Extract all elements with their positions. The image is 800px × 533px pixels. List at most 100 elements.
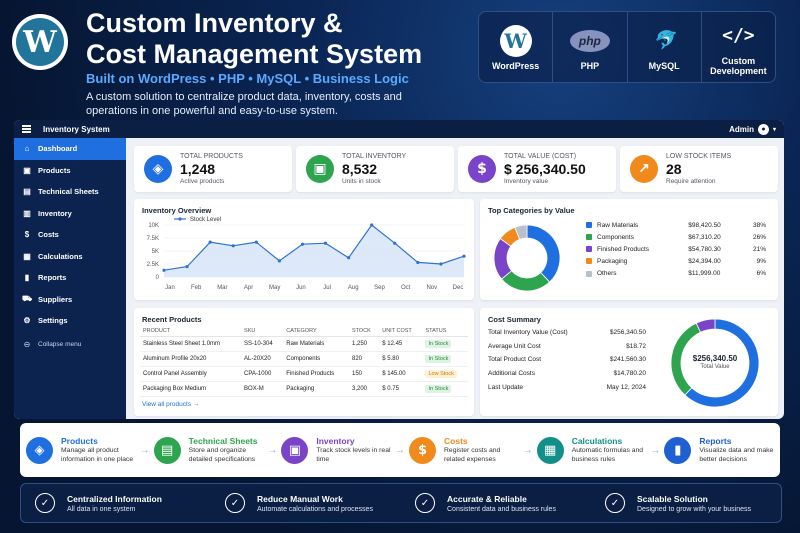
stat-value: 1,248 — [180, 161, 216, 177]
view-all-link[interactable]: View all products → — [142, 401, 200, 408]
legend-label: Components — [597, 233, 634, 241]
cost-row: Average Unit Cost $18.72 — [488, 340, 646, 354]
card-title: Recent Products — [142, 315, 202, 324]
table-row[interactable]: Packaging Box Medium BOX-M Packaging 3,200 $… — [140, 381, 468, 397]
wordpress-logo: W — [12, 14, 68, 70]
x-tick-label: Nov — [426, 285, 437, 291]
sidebar-item-technical-sheets[interactable]: ▤ Technical Sheets — [14, 181, 126, 203]
data-point — [462, 254, 466, 258]
cost-label: Total Product Cost — [488, 356, 542, 364]
table-row[interactable]: Aluminum Profile 20x20 AL-20X20 Components… — [140, 351, 468, 367]
donut-label: Total Value — [700, 364, 730, 370]
module-reports[interactable]: ▮ Reports Visualize data and make better d… — [664, 436, 774, 464]
donut-slice — [526, 224, 561, 283]
sidebar-item-label: Costs — [38, 230, 59, 240]
report-icon: ▮ — [24, 273, 30, 283]
stat-card: ◈ TOTAL PRODUCTS 1,248 Active products — [134, 146, 292, 192]
table-row[interactable]: Stainless Steel Sheet 1.0mm SS-10-304 Raw … — [140, 336, 468, 352]
legend-label: Packaging — [597, 258, 628, 266]
hero-subtitle: Built on WordPress • PHP • MySQL • Busin… — [86, 71, 409, 86]
sidebar-item-label: Dashboard — [38, 144, 78, 154]
module-title: Inventory — [316, 436, 355, 446]
sidebar-item-settings[interactable]: ⚙ Settings — [14, 310, 126, 332]
legend-swatch — [586, 270, 592, 277]
benefits-banner: ✓ Centralized Information All data in one … — [20, 483, 782, 523]
chevron-down-icon: ▾ — [772, 126, 776, 133]
x-tick-label: Apr — [244, 285, 253, 291]
legend-swatch — [586, 221, 592, 228]
status-badge: Low Stock — [425, 370, 457, 378]
sidebar-item-inventory[interactable]: ▥ Inventory — [14, 203, 126, 225]
benefit-item: ✓ Reduce Manual Work Automate calculations… — [211, 493, 401, 513]
stat-value: $ 256,340.50 — [504, 161, 586, 177]
data-point — [254, 240, 258, 244]
product-sku: BOX-M — [241, 381, 284, 397]
arrow-right-icon: → — [650, 444, 661, 456]
sidebar-item-dashboard[interactable]: ⌂ Dashboard — [14, 138, 126, 160]
module-calculations[interactable]: ▦ Calculations Automatic formulas and busi… — [536, 436, 647, 464]
collapse-label: Collapse menu — [38, 340, 82, 348]
module-title: Calculations — [571, 436, 623, 446]
user-menu[interactable]: Admin ● ▾ — [729, 123, 776, 135]
legend-label: Finished Products — [597, 245, 650, 253]
product-name: Control Panel Assembly — [140, 366, 242, 382]
sidebar-item-label: Settings — [38, 316, 68, 326]
module-technical-sheets[interactable]: ▤ Technical Sheets Store and organize deta… — [153, 436, 264, 464]
sidebar-item-label: Calculations — [38, 251, 83, 261]
sidebar-item-label: Technical Sheets — [38, 187, 99, 197]
status-badge: In Stock — [425, 385, 452, 393]
sidebar-item-calculations[interactable]: ▦ Calculations — [14, 246, 126, 268]
category-legend: Raw Materials $98,420.50 38% Components $67,… — [584, 219, 768, 280]
stat-card: ↗ LOW STOCK ITEMS 28 Require attention — [620, 146, 778, 192]
dollar-icon: $ — [468, 155, 496, 183]
collapse-menu-button[interactable]: ⊖ Collapse menu — [14, 334, 126, 356]
donut-slice — [514, 224, 528, 240]
app-window: Inventory System Admin ● ▾ ⌂ Dashboard ▣ Prod… — [14, 120, 784, 419]
hero-description: A custom solution to centralize product … — [86, 91, 402, 117]
module-inventory[interactable]: ▣ Inventory Track stock levels in real tim… — [281, 436, 391, 464]
sidebar-item-reports[interactable]: ▮ Reports — [14, 267, 126, 289]
benefit-title: Centralized Information — [67, 493, 162, 504]
hero-title-line2: Cost Management System — [86, 39, 423, 69]
cost-label: Additional Costs — [488, 370, 535, 378]
data-point — [393, 241, 397, 245]
product-category: Components — [283, 351, 349, 367]
dollar-icon: $ — [409, 436, 437, 464]
cost-label: Average Unit Cost — [488, 342, 541, 350]
y-tick-label: 7.5K — [147, 236, 159, 242]
data-point — [347, 256, 351, 260]
product-stock: 3,200 — [348, 381, 380, 397]
data-point — [208, 240, 212, 244]
calculator-icon: ▦ — [23, 251, 31, 261]
benefit-item: ✓ Accurate & Reliable Consistent data and … — [401, 493, 591, 513]
gear-icon: ⚙ — [23, 316, 31, 326]
sidebar-item-products[interactable]: ▣ Products — [14, 160, 126, 182]
module-products[interactable]: ◈ Products Manage all product information … — [26, 436, 136, 464]
stat-label: TOTAL INVENTORY — [342, 153, 407, 160]
box-icon: ▣ — [23, 165, 31, 175]
module-costs[interactable]: $ Costs Register costs and related expense… — [409, 436, 519, 464]
cost-value: $241,560.30 — [609, 356, 646, 364]
avatar: ● — [757, 123, 769, 135]
product-cost: $ 5.80 — [379, 351, 423, 367]
benefit-desc: Consistent data and business rules — [447, 505, 556, 513]
product-sku: CPA-1000 — [241, 366, 284, 382]
sidebar-item-suppliers[interactable]: ⛟ Suppliers — [14, 289, 126, 311]
module-desc: Track stock levels in real time — [316, 447, 391, 463]
inventory-overview-card: Inventory Overview 0 2.5K 5K 7.5K 10K Jan Feb M… — [134, 199, 474, 300]
hamburger-icon[interactable] — [22, 124, 31, 135]
tech-mysql: 🐬 MySQL — [628, 12, 702, 82]
product-sku: AL-20X20 — [241, 351, 284, 367]
arrow-right-icon: → — [267, 444, 278, 456]
column-header: CATEGORY — [283, 326, 349, 337]
legend-label: Raw Materials — [597, 221, 639, 229]
x-tick-label: Feb — [191, 285, 202, 291]
benefit-title: Accurate & Reliable — [447, 493, 527, 504]
table-row[interactable]: Control Panel Assembly CPA-1000 Finished P… — [140, 366, 468, 382]
category-donut — [493, 224, 561, 292]
cost-value: $256,340.50 — [609, 329, 646, 337]
legend-swatch — [586, 258, 592, 265]
sidebar-item-label: Products — [38, 165, 71, 175]
sidebar-item-costs[interactable]: $ Costs — [14, 224, 126, 246]
legend-row: Packaging $24,394.00 9% — [584, 256, 768, 268]
